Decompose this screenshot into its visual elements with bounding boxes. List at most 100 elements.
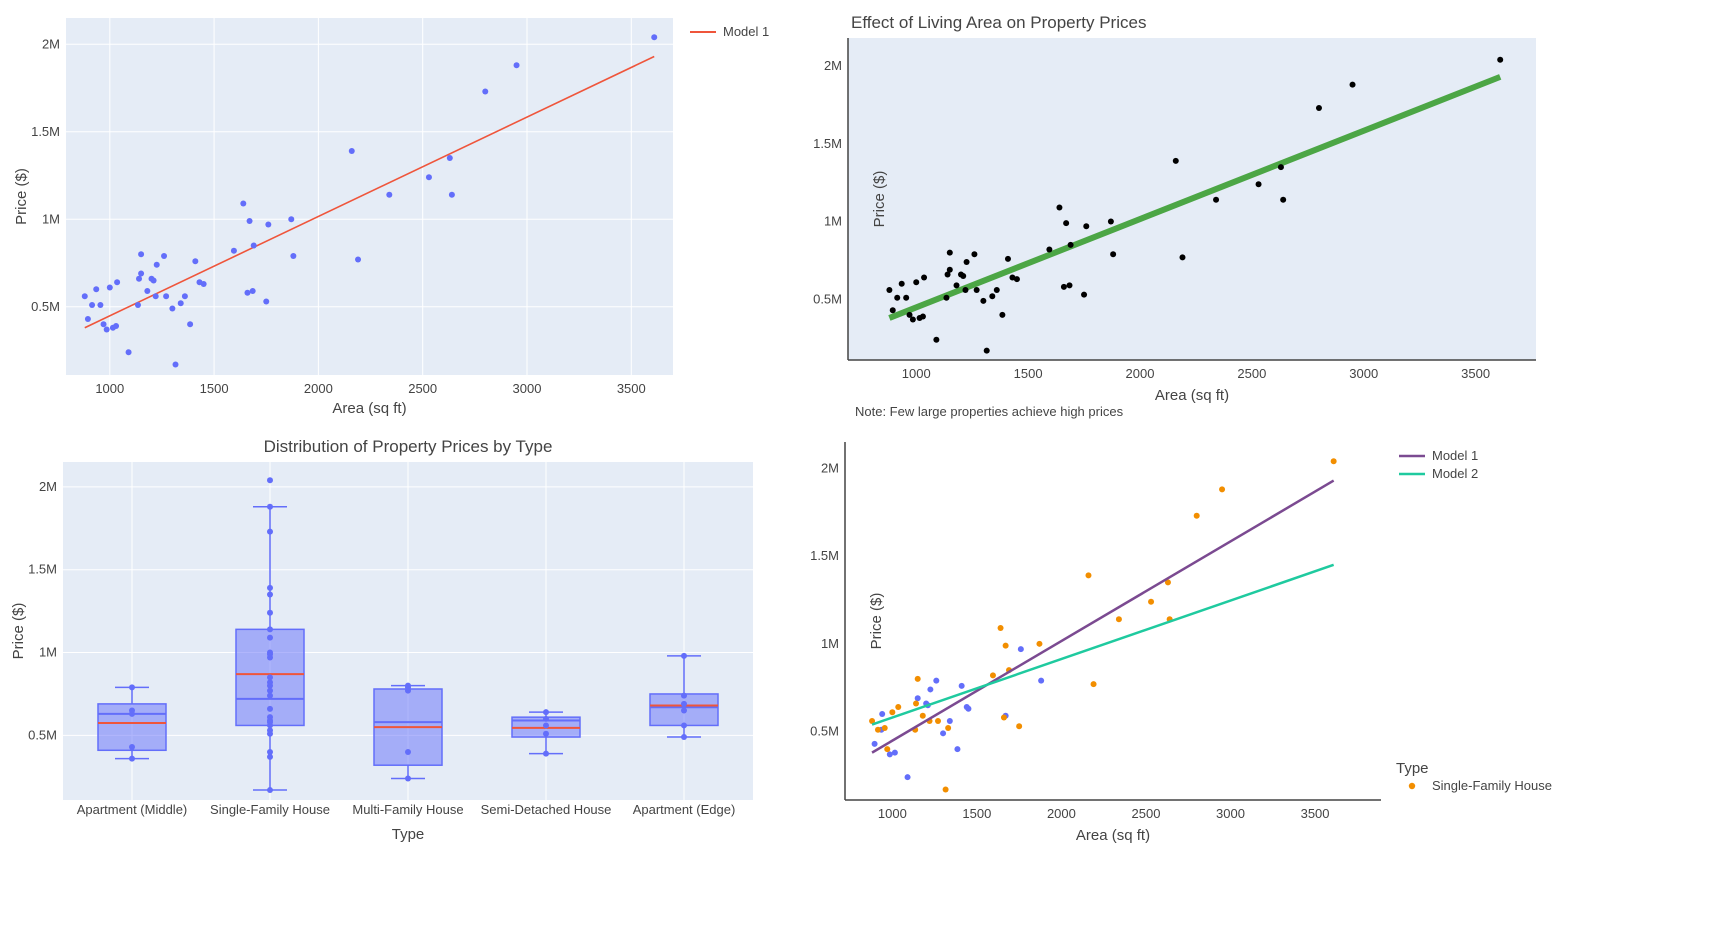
chart-title-2: Effect of Living Area on Property Prices (851, 13, 1146, 32)
data-point (446, 155, 453, 161)
data-point-other (963, 703, 970, 710)
data-point (913, 279, 920, 286)
data-point (267, 528, 273, 535)
y-tick-label: 1M (42, 211, 60, 226)
data-point (1066, 282, 1073, 289)
data-point (946, 249, 953, 256)
legend-label-model-1[interactable]: Model 1 (723, 24, 769, 39)
x-tick-label: Single-Family House (210, 802, 330, 817)
data-point (919, 313, 926, 320)
y-tick-label: 2M (821, 460, 839, 475)
data-point (513, 62, 520, 69)
data-point (980, 297, 987, 304)
data-point-single-family (874, 726, 881, 733)
x-axis-label-3: Type (392, 826, 425, 843)
data-point (244, 289, 251, 296)
chart-panel-4: 0.5M 1M 1.5M 2M 1000 1500 2000 2500 3000 3500 Are… (810, 442, 1552, 844)
data-point-single-family (884, 746, 891, 753)
x-tick-label: 3500 (617, 381, 646, 396)
data-point (993, 287, 1000, 293)
chart-title-3: Distribution of Property Prices by Type (264, 437, 553, 456)
data-point (405, 748, 411, 755)
data-point (1110, 251, 1117, 258)
data-point (267, 748, 273, 755)
data-point (1255, 181, 1262, 188)
legend-group-title: Type (1396, 760, 1429, 777)
fit-line (888, 74, 1502, 321)
data-point (943, 294, 950, 301)
y-tick-label: 1M (824, 214, 842, 229)
box-single-family-house (235, 477, 305, 794)
data-point (169, 305, 176, 312)
data-point (651, 34, 658, 41)
legend-label-model-2[interactable]: Model 2 (1432, 466, 1478, 481)
data-point (962, 287, 969, 293)
y-tick-label: 0.5M (31, 299, 60, 314)
data-point (161, 253, 168, 259)
data-point (103, 326, 110, 333)
x-tick-label: 3500 (1301, 806, 1330, 821)
x-tick-label: 2500 (1237, 366, 1266, 381)
legend-4[interactable]: Model 1 Model 2 Type Single-Family House (1396, 448, 1552, 793)
data-point (1172, 157, 1179, 164)
data-point (1013, 276, 1020, 283)
x-tick-label: 2000 (1047, 806, 1076, 821)
x-tick-label: 1000 (902, 366, 931, 381)
data-point-single-family (895, 703, 902, 710)
data-point (177, 300, 184, 307)
data-point (89, 302, 96, 308)
data-point (265, 221, 272, 228)
data-point-other (1017, 646, 1024, 653)
data-point-single-family (1016, 723, 1023, 730)
data-point (267, 649, 273, 656)
x-tick-label: 3000 (1349, 366, 1378, 381)
legend-1[interactable]: Model 1 (690, 24, 769, 39)
data-point (425, 174, 432, 181)
trend-line-model-2 (871, 563, 1335, 726)
data-point-single-family (913, 700, 920, 707)
data-point (114, 279, 121, 286)
data-point (681, 652, 687, 659)
x-tick-label: 2000 (304, 381, 333, 396)
y-tick-label: 1.5M (813, 136, 842, 151)
data-point (246, 218, 253, 224)
data-point (250, 242, 257, 249)
data-point (963, 259, 970, 265)
data-point (933, 336, 940, 343)
data-point (125, 349, 132, 356)
data-point (971, 251, 978, 258)
data-point-other (1038, 677, 1045, 684)
data-point (999, 311, 1006, 318)
trend-line-model-1 (871, 479, 1335, 754)
data-point-other (914, 695, 921, 702)
data-point (192, 258, 199, 265)
data-point (129, 755, 135, 762)
data-point (267, 687, 273, 694)
legend-label-model-1[interactable]: Model 1 (1432, 448, 1478, 463)
data-point (921, 274, 928, 281)
data-point-other (871, 740, 878, 747)
data-point (106, 284, 113, 291)
data-point (543, 750, 549, 757)
data-point (267, 591, 273, 598)
y-tick-label: 2M (42, 36, 60, 51)
x-tick-label: Multi-Family House (352, 802, 463, 817)
data-point (1063, 220, 1070, 227)
box-semi-detached-house (511, 709, 581, 757)
data-point (100, 321, 107, 328)
data-point-other (904, 774, 911, 781)
x-tick-label: Apartment (Middle) (77, 802, 188, 817)
data-point-single-family (942, 786, 949, 793)
data-point-single-family (1085, 572, 1092, 579)
data-point (263, 298, 270, 305)
data-point (187, 321, 194, 328)
data-point (386, 191, 393, 198)
data-point-single-family (945, 725, 952, 732)
box-apartment-middle (97, 684, 167, 762)
legend-label-single-family[interactable]: Single-Family House (1432, 778, 1552, 793)
data-point (944, 271, 951, 278)
data-point-single-family (997, 625, 1004, 632)
data-point (448, 191, 455, 198)
data-point (144, 288, 151, 294)
legend-swatch-single-family (1408, 782, 1416, 790)
